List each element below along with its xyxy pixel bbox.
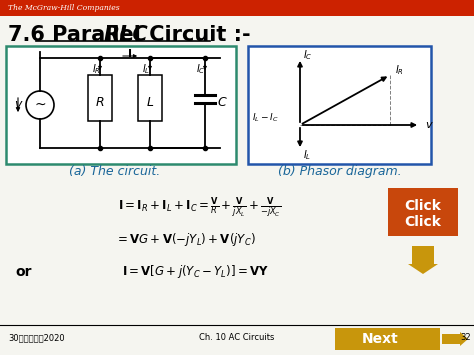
Text: v: v	[14, 98, 22, 111]
Text: Click: Click	[405, 199, 441, 213]
FancyArrow shape	[408, 246, 438, 274]
Text: (a) The circuit.: (a) The circuit.	[69, 165, 161, 178]
Text: or: or	[15, 265, 31, 279]
Text: $I_R$: $I_R$	[91, 62, 100, 76]
Text: 32: 32	[461, 333, 471, 343]
Text: R: R	[96, 97, 104, 109]
Text: Next: Next	[362, 332, 398, 346]
Text: $I_L - I_C$: $I_L - I_C$	[252, 112, 278, 124]
Text: 30コココココ2020: 30コココココ2020	[8, 333, 64, 343]
Text: $= \mathbf{V}G + \mathbf{V}(-jY_L) + \mathbf{V}(jY_C)$: $= \mathbf{V}G + \mathbf{V}(-jY_L) + \ma…	[115, 231, 255, 248]
FancyBboxPatch shape	[248, 46, 431, 164]
Text: $I_C$: $I_C$	[303, 48, 312, 62]
FancyBboxPatch shape	[88, 75, 112, 121]
Text: $\mathbf{I} = \mathbf{I}_R + \mathbf{I}_L + \mathbf{I}_C= \frac{\mathbf{V}}{R} +: $\mathbf{I} = \mathbf{I}_R + \mathbf{I}_…	[118, 196, 282, 220]
Text: C: C	[218, 97, 227, 109]
Text: ~: ~	[34, 98, 46, 112]
Text: 7.6 Parallel: 7.6 Parallel	[8, 25, 148, 45]
FancyBboxPatch shape	[6, 46, 236, 164]
Text: $I_L$: $I_L$	[303, 148, 311, 162]
Text: $I_R$: $I_R$	[395, 63, 404, 77]
Text: Ch. 10 AC Circuits: Ch. 10 AC Circuits	[199, 333, 275, 343]
Text: (b) Phasor diagram.: (b) Phasor diagram.	[278, 165, 402, 178]
Text: L: L	[146, 97, 154, 109]
Text: $I_C$: $I_C$	[196, 62, 206, 76]
FancyBboxPatch shape	[335, 328, 440, 350]
FancyBboxPatch shape	[0, 0, 474, 16]
Text: $I_L$: $I_L$	[142, 62, 150, 76]
FancyBboxPatch shape	[388, 188, 458, 236]
Text: Circuit :-: Circuit :-	[142, 25, 251, 45]
Text: v: v	[425, 120, 432, 130]
FancyArrow shape	[442, 332, 468, 346]
Text: $\mathbf{I} = \mathbf{V}[G + j(Y_C - Y_L)] = \mathbf{VY}$: $\mathbf{I} = \mathbf{V}[G + j(Y_C - Y_L…	[121, 263, 268, 280]
FancyBboxPatch shape	[138, 75, 162, 121]
Text: RLC: RLC	[104, 25, 149, 45]
Text: Click: Click	[405, 215, 441, 229]
Text: I: I	[128, 49, 132, 59]
Text: The McGraw-Hill Companies: The McGraw-Hill Companies	[8, 4, 119, 12]
